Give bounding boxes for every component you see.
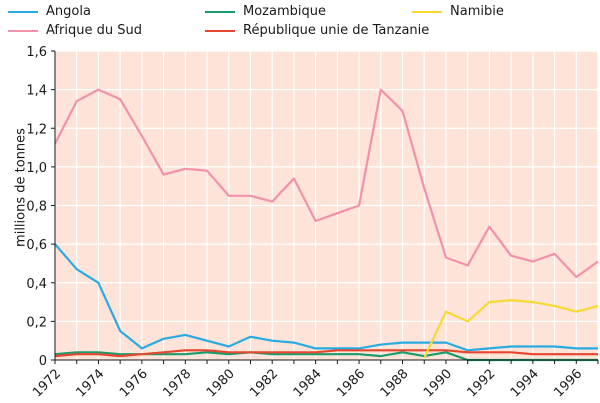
y-tick-label: 0,2	[26, 315, 47, 330]
x-tick-label: 1982	[247, 366, 281, 400]
x-tick-label: 1972	[30, 366, 64, 400]
y-tick-label: 1,0	[26, 161, 47, 176]
legend-item-namibie: Namibie	[412, 4, 504, 19]
legend-item-afrique-du-sud: Afrique du Sud	[8, 23, 142, 38]
legend-item-mozambique: Mozambique	[205, 4, 326, 19]
y-tick-label: 1,4	[26, 84, 47, 99]
y-tick-label: 1,6	[26, 45, 47, 60]
y-tick-label: 0,6	[26, 238, 47, 253]
legend-label-tanzanie: République unie de Tanzanie	[243, 23, 430, 38]
legend-swatch-afrique-du-sud	[8, 29, 38, 32]
series-line-angola	[54, 243, 598, 352]
legend-item-tanzanie: République unie de Tanzanie	[205, 23, 429, 38]
y-axis-label: millions de tonnes	[13, 128, 29, 247]
x-tick-label: 1978	[160, 366, 194, 400]
x-tick-label: 1976	[117, 366, 151, 400]
legend-label-afrique-du-sud: Afrique du Sud	[46, 23, 142, 38]
series-line-r-publique-unie-de-tanzanie	[54, 349, 598, 358]
x-tick-label: 1990	[421, 366, 455, 400]
legend-swatch-namibie	[412, 10, 442, 13]
x-tick-label: 1980	[204, 366, 238, 400]
legend-item-angola: Angola	[8, 4, 91, 19]
x-tick-label: 1992	[464, 366, 498, 400]
series-line-namibie	[423, 299, 599, 359]
x-tick-label: 1994	[508, 366, 542, 400]
legend-label-namibie: Namibie	[450, 4, 504, 19]
x-tick-label: 1974	[73, 366, 107, 400]
y-tick-label: 1,2	[26, 122, 47, 137]
y-tick-label: 0	[39, 354, 47, 369]
x-tick-label: 1988	[378, 366, 412, 400]
x-tick-label: 1984	[291, 366, 325, 400]
x-tick-label: 1986	[334, 366, 368, 400]
y-tick-label: 0,4	[26, 277, 47, 292]
legend-swatch-tanzanie	[205, 29, 235, 32]
legend-swatch-angola	[8, 10, 38, 13]
y-tick-label: 0,8	[26, 200, 47, 215]
legend-label-angola: Angola	[46, 4, 91, 19]
legend-swatch-mozambique	[205, 10, 235, 13]
x-tick-label: 1996	[551, 366, 585, 400]
legend-label-mozambique: Mozambique	[243, 4, 326, 19]
series-line-afrique-du-sud	[54, 88, 599, 279]
